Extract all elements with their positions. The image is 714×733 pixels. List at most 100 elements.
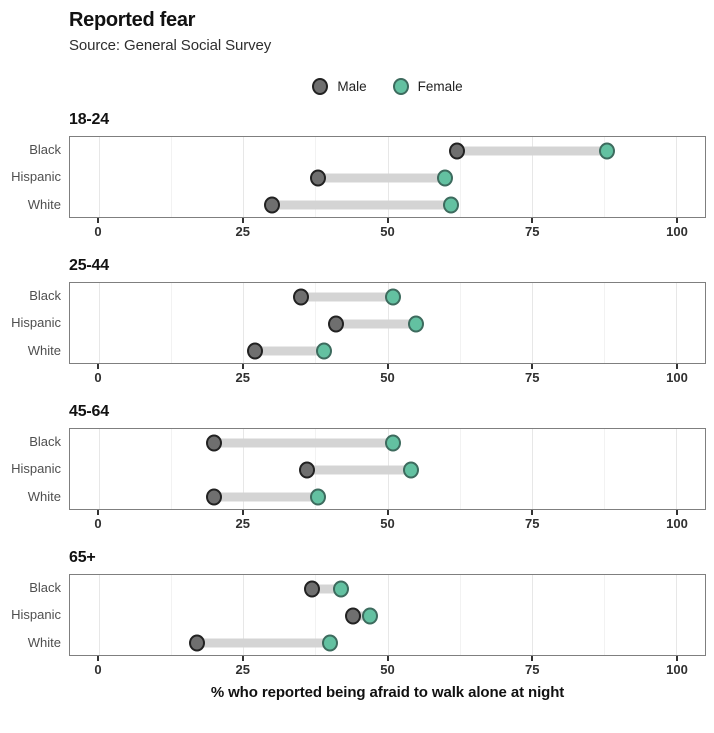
dumbbell-row: [70, 630, 705, 657]
x-tick-label: 0: [94, 224, 102, 239]
y-axis-label: White: [27, 342, 61, 358]
tick-mark: [531, 364, 534, 369]
legend-item-male: Male: [312, 77, 367, 95]
x-tick-label: 25: [235, 370, 250, 385]
male-dot: [327, 315, 344, 333]
x-tick-label: 25: [235, 516, 250, 531]
plot-panel: [69, 282, 706, 364]
tick-mark: [96, 364, 99, 369]
tick-mark: [531, 656, 534, 661]
major-gridline: [98, 137, 100, 217]
y-axis-label: Black: [29, 142, 61, 157]
dumbbell-row: [70, 484, 705, 511]
male-dot: [246, 342, 263, 360]
facet-title: 45-64: [69, 403, 109, 420]
x-tick-label: 75: [525, 370, 540, 385]
major-gridline: [676, 429, 678, 509]
y-axis-label: White: [27, 634, 61, 650]
tick-mark: [386, 364, 389, 369]
male-dot-icon: [312, 77, 329, 95]
major-gridline: [98, 429, 100, 509]
dumbbell-segment: [456, 146, 607, 156]
y-axis-label: Hispanic: [11, 607, 61, 623]
dumbbell-row: [70, 283, 705, 310]
major-gridline: [676, 137, 678, 217]
dumbbell-row: [70, 575, 705, 602]
dumbbell-segment: [306, 465, 411, 475]
male-dot: [448, 142, 465, 160]
dumbbell-segment: [254, 346, 324, 356]
x-tick-label: 0: [94, 662, 102, 677]
dumbbell-segment: [312, 584, 342, 594]
facets-container: 18-24 Black Hispanic White 0 25 50 75 100 25-44 Bl…: [0, 110, 706, 680]
dumbbell-segment: [352, 611, 371, 621]
dumbbell-segment: [214, 492, 319, 502]
chart-header: Reported fear Source: General Social Sur…: [0, 8, 706, 54]
dumbbell-row: [70, 310, 705, 337]
minor-gridline: [603, 575, 605, 655]
x-tick-label: 100: [666, 224, 688, 239]
minor-gridline: [171, 429, 173, 509]
x-tick-label: 100: [666, 662, 688, 677]
major-gridline: [531, 137, 533, 217]
tick-mark: [531, 510, 534, 515]
tick-mark: [676, 656, 679, 661]
y-axis-label: Black: [29, 580, 61, 595]
dumbbell-row: [70, 602, 705, 629]
tick-mark: [676, 364, 679, 369]
facet-title: 18-24: [69, 111, 109, 128]
female-dot-icon: [392, 77, 409, 95]
minor-gridline: [603, 283, 605, 363]
dumbbell-row: [70, 429, 705, 456]
minor-gridline: [459, 429, 461, 509]
tick-mark: [96, 218, 99, 223]
minor-gridline: [171, 575, 173, 655]
minor-gridline: [315, 283, 317, 363]
y-axis-labels: Black Hispanic White: [0, 574, 69, 656]
dumbbell-segment: [318, 173, 446, 183]
y-axis-labels: Black Hispanic White: [0, 136, 69, 218]
major-gridline: [243, 137, 245, 217]
dumbbell-segment: [300, 292, 394, 302]
x-axis-title: % who reported being afraid to walk alon…: [210, 684, 565, 701]
tick-mark: [676, 510, 679, 515]
tick-mark: [241, 364, 244, 369]
minor-gridline: [459, 575, 461, 655]
facet-section: 25-44 Black Hispanic White 0 25 50 75 100: [0, 256, 706, 388]
male-dot: [206, 434, 223, 452]
dumbbell-segment: [197, 638, 330, 648]
male-dot: [304, 580, 321, 598]
female-dot: [598, 142, 615, 160]
facet-body: Black Hispanic White 0 25 50 75 100: [0, 282, 706, 388]
x-tick-label: 75: [525, 224, 540, 239]
female-dot: [385, 288, 402, 306]
chart-title: Reported fear: [69, 9, 196, 31]
plot-panel: [69, 428, 706, 510]
major-gridline: [243, 575, 245, 655]
tick-mark: [386, 510, 389, 515]
x-tick-label: 50: [380, 516, 395, 531]
x-axis-ticks: 0 25 50 75 100: [69, 218, 706, 242]
tick-mark: [241, 510, 244, 515]
y-axis-label: Black: [29, 434, 61, 449]
tick-mark: [386, 656, 389, 661]
plot-panel: [69, 574, 706, 656]
x-tick-label: 25: [235, 224, 250, 239]
y-axis-label: White: [27, 488, 61, 504]
female-dot: [385, 434, 402, 452]
female-dot: [321, 634, 338, 652]
y-axis-label: Hispanic: [11, 315, 61, 331]
y-axis-label: Hispanic: [11, 461, 61, 477]
x-tick-label: 50: [380, 224, 395, 239]
dumbbell-row: [70, 164, 705, 191]
major-gridline: [98, 575, 100, 655]
facet-body: Black Hispanic White 0 25 50 75 100: [0, 428, 706, 534]
plot-panel: [69, 136, 706, 218]
minor-gridline: [459, 283, 461, 363]
female-dot: [443, 196, 459, 214]
facet-section: 18-24 Black Hispanic White 0 25 50 75 100: [0, 110, 706, 242]
male-dot: [264, 196, 281, 214]
dumbbell-row: [70, 338, 705, 365]
facet-title: 65+: [69, 549, 96, 566]
